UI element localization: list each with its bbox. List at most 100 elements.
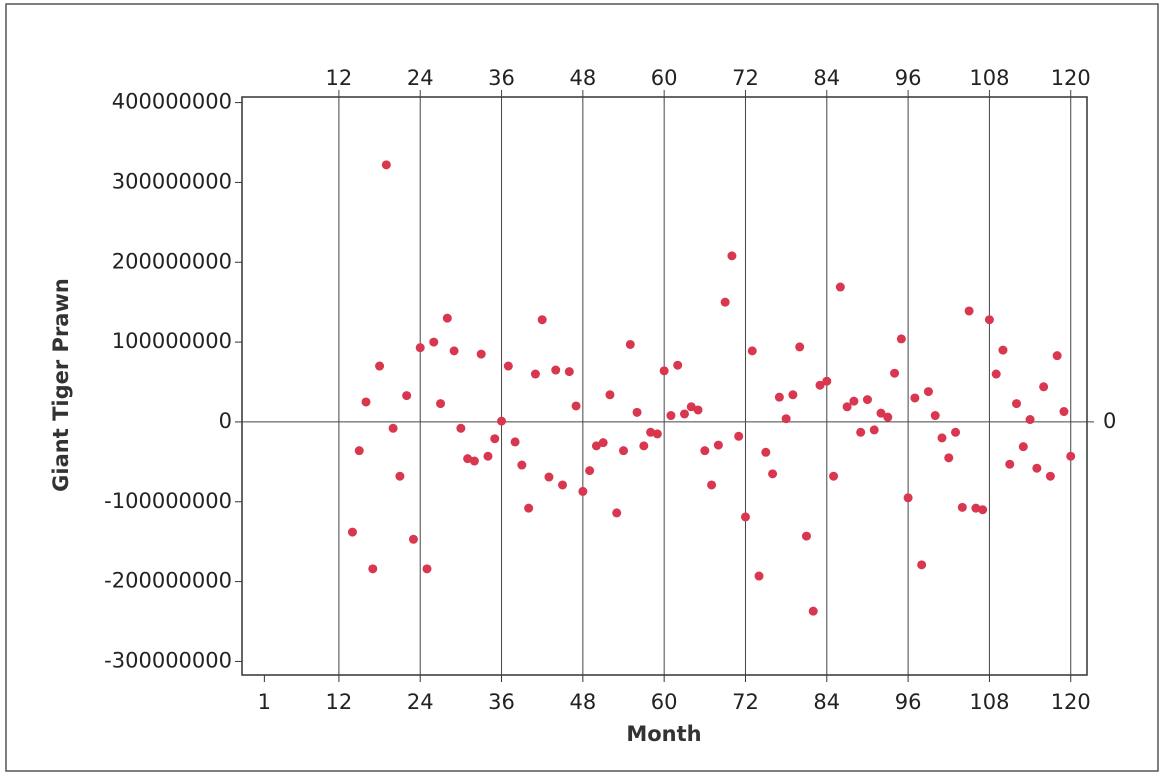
data-point [530,369,540,379]
data-point [917,560,927,570]
right-tick-label: 0 [1103,409,1116,433]
data-point [937,433,947,443]
data-point [449,346,459,356]
data-point [984,315,994,325]
top-tick-label: 12 [326,66,353,90]
data-point [788,390,798,400]
y-tick-label: 400000000 [112,90,232,114]
data-point [727,251,737,261]
data-point [442,313,452,323]
data-point [503,361,513,371]
top-tick-label: 96 [895,66,922,90]
data-point [673,360,683,370]
data-point [801,531,811,541]
data-point [774,392,784,402]
data-point [883,412,893,422]
data-point [768,469,778,479]
data-point [469,456,479,466]
data-point [747,346,757,356]
data-point [524,503,534,513]
data-point [1005,459,1015,469]
data-point [896,334,906,344]
x-axis-title: Month [626,722,701,746]
x-tick-label: 24 [407,690,434,714]
data-point [652,429,662,439]
data-point [564,367,574,377]
data-point [646,427,656,437]
data-point [476,349,486,359]
data-point [1025,415,1035,425]
data-point [666,411,676,421]
data-point [347,527,357,537]
data-point [707,480,717,490]
data-point [910,393,920,403]
data-point [619,446,629,456]
data-point [944,453,954,463]
data-point [964,306,974,316]
data-point [490,434,500,444]
data-point [998,345,1008,355]
x-tick-label: 48 [569,690,596,714]
data-point [1018,442,1028,452]
data-point [761,447,771,457]
data-point [1059,407,1069,417]
data-point [808,606,818,616]
data-point [510,437,520,447]
top-tick-label: 120 [1051,66,1091,90]
data-point [971,503,981,513]
data-point [754,571,764,581]
data-point [558,480,568,490]
x-tick-label: 1 [258,690,271,714]
x-tick-label: 108 [969,690,1009,714]
data-point [957,502,967,512]
data-point [876,408,886,418]
data-point [903,493,913,503]
data-point [862,395,872,405]
top-tick-label: 72 [732,66,759,90]
data-point [1066,451,1076,461]
data-point [923,387,933,397]
top-tick-label: 60 [651,66,678,90]
x-tick-label: 60 [651,690,678,714]
data-point [598,438,608,448]
data-point [632,407,642,417]
data-point [781,414,791,424]
data-point [1045,471,1055,481]
y-tick-label: -200000000 [104,569,232,593]
data-point [734,431,744,441]
top-tick-label: 108 [969,66,1009,90]
data-point [429,337,439,347]
data-point [856,427,866,437]
x-tick-label: 72 [732,690,759,714]
data-point [408,534,418,544]
data-point [591,441,601,451]
data-point [1012,399,1022,409]
data-point [795,342,805,352]
data-point [361,397,371,407]
data-point [625,339,635,349]
data-point [700,446,710,456]
data-point [978,505,988,515]
data-point [395,471,405,481]
data-point [585,466,595,476]
data-point [578,486,588,496]
data-point [436,399,446,409]
x-tick-label: 84 [813,690,840,714]
x-tick-label: 36 [488,690,515,714]
data-point [381,160,391,170]
data-point [422,564,432,574]
data-point [829,471,839,481]
y-axis-title: Giant Tiger Prawn [49,278,73,492]
data-point [456,423,466,433]
data-point [991,369,1001,379]
data-point [686,402,696,412]
y-tick-label: 100000000 [112,329,232,353]
data-point [849,396,859,406]
data-point [1032,463,1042,473]
data-point [375,361,385,371]
data-point [930,411,940,421]
data-point [415,343,425,353]
top-tick-label: 24 [407,66,434,90]
data-point [497,416,507,426]
